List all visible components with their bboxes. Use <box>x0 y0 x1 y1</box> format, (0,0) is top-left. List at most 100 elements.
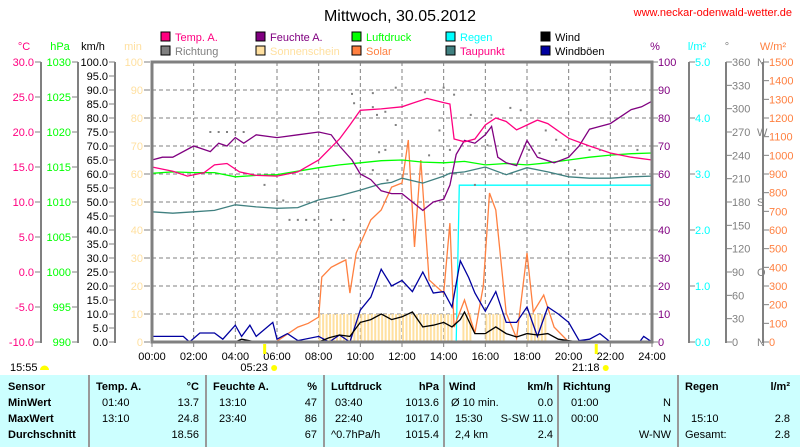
unit: hPa <box>418 381 439 393</box>
r3b: 2.8 <box>774 429 790 441</box>
axis-tick-label-rain: 5.0 <box>695 57 710 69</box>
direction-point <box>423 91 426 94</box>
sunshine-bar <box>336 314 339 342</box>
avg-value: 1015.4 <box>405 429 439 441</box>
legend-label-humidity: Feuchte A. <box>270 32 323 44</box>
axis-tick-label-temp: 25.0 <box>13 92 34 104</box>
gusts-series <box>152 258 653 344</box>
r3a: Gesamt: <box>685 429 727 441</box>
axis-tick-label-wind: 45.0 <box>87 211 108 223</box>
direction-point <box>217 131 220 133</box>
sunshine-bar <box>408 314 411 342</box>
direction-point <box>486 144 489 147</box>
direction-point <box>209 131 212 133</box>
axis-tick-label-sunshine: 50 <box>131 197 143 209</box>
axis-tick-label-humidity: 80 <box>658 113 670 125</box>
legend-swatch-dewpoint <box>445 45 456 56</box>
axis-tick-label-solar: 300 <box>769 281 787 293</box>
axis-tick-label-solar: 200 <box>769 300 787 312</box>
col-pressure: Luftdruck hPa 03:40 1013.6 22:40 1017.0 … <box>323 375 443 447</box>
axis-tick-label-solar: 600 <box>769 225 787 237</box>
sunshine-bar <box>462 314 465 342</box>
min-time: 03:40 <box>335 397 363 409</box>
axis-unit-temp: °C <box>18 41 30 53</box>
axis-tick-label-direction: 90 <box>732 267 744 279</box>
axis-tick-label-temp: 15.0 <box>13 162 34 174</box>
min-time: 13:10 <box>219 397 247 409</box>
legend-label-pressure: Luftdruck <box>366 32 412 44</box>
weather-chart: Mittwoch, 30.05.2012 www.neckar-odenwald… <box>9 7 794 374</box>
axis-tick-label-humidity: 20 <box>658 281 670 293</box>
direction-point <box>490 113 493 116</box>
axis-unit-wind: km/h <box>81 41 105 53</box>
row-label: Durchschnitt <box>8 429 76 441</box>
direction-point <box>234 131 237 133</box>
direction-point <box>509 106 512 109</box>
direction-point <box>519 109 522 112</box>
sunshine-bar <box>370 314 373 342</box>
axis-tick-label-humidity: 40 <box>658 225 670 237</box>
compass-label: O <box>757 267 766 279</box>
sunshine-bar <box>339 314 342 342</box>
sunshine-bar <box>329 314 332 342</box>
sunshine-bar <box>374 314 377 342</box>
direction-point <box>428 154 431 157</box>
x-tick-label: 08:00 <box>305 351 333 363</box>
sunshine-bar <box>540 314 543 342</box>
sunshine-bar <box>395 314 398 342</box>
direction-point <box>544 129 547 132</box>
sunshine-bar <box>388 314 391 342</box>
axis-tick-label-pressure: 1005 <box>47 232 71 244</box>
axis-tick-label-wind: 55.0 <box>87 183 108 195</box>
sunshine-bar <box>367 314 370 342</box>
axis-tick-label-wind: 40.0 <box>87 225 108 237</box>
direction-point <box>555 138 558 141</box>
axis-tick-label-temp: 30.0 <box>13 57 34 69</box>
r3a: 2,4 km <box>455 429 489 441</box>
compass-label: S <box>757 197 764 209</box>
direction-point <box>394 86 397 89</box>
col-humidity: Feuchte A. % 13:10 47 23:40 86 67 <box>205 375 323 447</box>
axis-unit-sunshine: min <box>124 41 142 53</box>
axis-tick-label-solar: 1200 <box>769 113 793 125</box>
legend-label-temp: Temp. A. <box>175 32 218 44</box>
unit: l/m² <box>770 381 790 393</box>
sunshine-bar <box>363 314 366 342</box>
col-rain: Regen l/m² 15:10 2.8 Gesamt: 2.8 <box>677 375 800 447</box>
legend-label-rain: Regen <box>460 32 492 44</box>
direction-point <box>438 129 441 132</box>
direction-point <box>263 183 266 186</box>
unit: % <box>307 381 317 393</box>
direction-point <box>598 148 601 151</box>
axis-tick-label-wind: 70.0 <box>87 141 108 153</box>
x-tick-label: 16:00 <box>472 351 500 363</box>
direction-point <box>528 148 531 151</box>
max-value: 86 <box>304 413 317 425</box>
axis-tick-label-sunshine: 10 <box>131 309 143 321</box>
r2a: 15:10 <box>691 413 719 425</box>
legend-swatch-wind <box>540 31 551 42</box>
x-tick-label: 18:00 <box>513 351 541 363</box>
legend-swatch-solar <box>351 45 362 56</box>
min-time: 01:40 <box>102 397 130 409</box>
legend-label-direction: Richtung <box>175 46 218 58</box>
direction-point <box>394 124 397 126</box>
axis-tick-label-wind: 80.0 <box>87 113 108 125</box>
sun-markers: 05:23 21:18 15:55 <box>10 344 609 374</box>
max-time: 13:10 <box>102 413 130 425</box>
sunshine-bar <box>342 314 345 342</box>
sunshine-bar <box>527 314 529 342</box>
axis-tick-label-pressure: 1000 <box>47 267 71 279</box>
axis-tick-label-wind: 100.0 <box>80 57 108 69</box>
axis-tick-label-humidity: 0 <box>658 337 664 349</box>
axis-tick-label-solar: 1300 <box>769 94 793 106</box>
axis-tick-label-direction: 240 <box>732 150 750 162</box>
axis-tick-label-wind: 65.0 <box>87 155 108 167</box>
axis-tick-label-direction: 360 <box>732 57 750 69</box>
site-url-link[interactable]: www.neckar-odenwald-wetter.de <box>633 7 792 19</box>
direction-point <box>442 86 445 89</box>
sunshine-bar <box>488 314 491 342</box>
avg-value: 18.56 <box>171 429 199 441</box>
axis-tick-label-direction: 210 <box>732 174 750 186</box>
temp-series <box>151 97 653 177</box>
